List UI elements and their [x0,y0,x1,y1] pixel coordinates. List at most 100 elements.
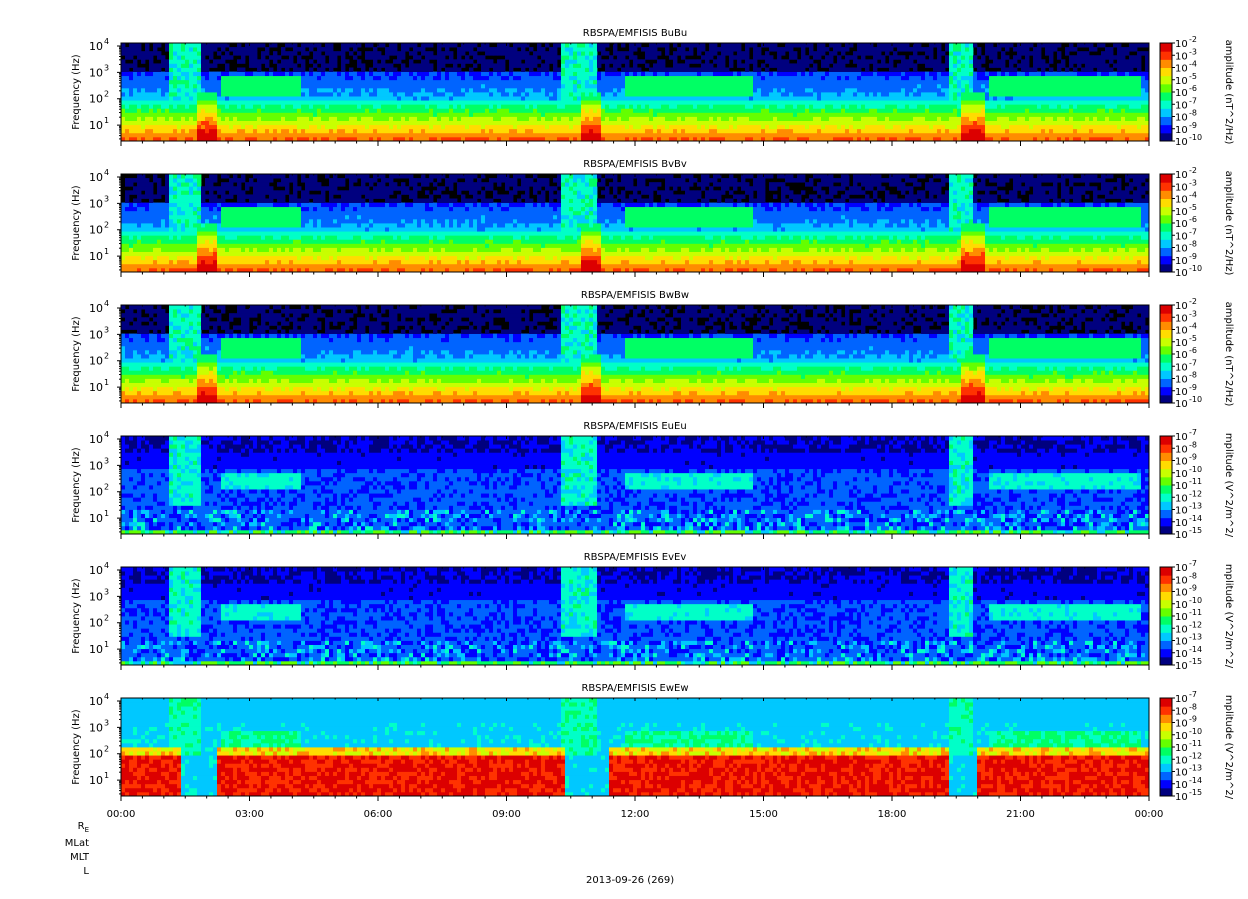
spectrogram-cell [521,128,526,134]
spectrogram-cell [805,100,810,105]
spectrogram-cell [733,136,738,142]
spectrogram-cell [925,132,930,138]
spectrogram-cell [553,124,558,130]
spectrogram-cell [1001,63,1006,68]
spectrogram-cell [805,120,810,126]
spectrogram-cell [977,67,982,72]
spectrogram-cell [185,63,190,68]
spectrogram-cell [357,96,362,101]
spectrogram-cell [449,112,454,117]
spectrogram-cell [337,92,342,97]
spectrogram-cell [489,116,494,121]
spectrogram-cell [1025,47,1030,52]
spectrogram-cell [881,43,886,48]
spectrogram-cell [133,71,138,77]
spectrogram-cell [865,75,870,81]
spectrogram-cell [737,136,742,142]
spectrogram-cell [417,108,422,113]
spectrogram-cell [917,132,922,138]
spectrogram-cell [453,108,458,113]
spectrogram-cell [421,124,426,130]
spectrogram-cell [681,79,686,85]
spectrogram-cell [1001,104,1006,109]
spectrogram-cell [193,136,198,142]
spectrogram-cell [569,108,574,113]
spectrogram-cell [261,92,266,97]
spectrogram-cell [133,83,138,89]
spectrogram-cell [1013,71,1018,77]
spectrogram-cell [593,51,598,56]
spectrogram-cell [289,63,294,68]
spectrogram-cell [1013,120,1018,126]
spectrogram-cell [333,71,338,77]
spectrogram-cell [537,79,542,85]
spectrogram-cell [349,51,354,56]
spectrogram-cell [405,47,410,52]
spectrogram-cell [273,71,278,77]
spectrogram-cell [809,100,814,105]
spectrogram-cell [797,96,802,101]
spectrogram-cell [181,108,186,113]
spectrogram-cell [933,112,938,117]
spectrogram-cell [705,59,710,64]
spectrogram-cell [425,132,430,138]
spectrogram-cell [273,75,278,81]
spectrogram-cell [589,83,594,89]
spectrogram-cell [573,43,578,48]
spectrogram-cell [805,55,810,60]
spectrogram-cell [553,59,558,64]
spectrogram-cell [513,112,518,117]
spectrogram-cell [257,136,262,142]
spectrogram-cell [885,75,890,81]
spectrogram-cell [477,112,482,117]
spectrogram-cell [837,108,842,113]
spectrogram-cell [765,51,770,56]
spectrogram-cell [769,92,774,97]
spectrogram-cell [557,87,562,93]
spectrogram-cell [917,55,922,60]
spectrogram-cell [449,124,454,130]
spectrogram-cell [937,92,942,97]
spectrogram-cell [769,104,774,109]
spectrogram-cell [805,83,810,89]
spectrogram-cell [745,104,750,109]
spectrogram-cell [613,47,618,52]
spectrogram-cell [777,83,782,89]
spectrogram-cell [385,47,390,52]
spectrogram-cell [221,104,226,109]
spectrogram-cell [717,100,722,105]
spectrogram-cell [369,116,374,121]
spectrogram-cell [849,96,854,101]
spectrogram-cell [1025,104,1030,109]
spectrogram-cell [861,83,866,89]
spectrogram-cell [745,55,750,60]
spectrogram-cell [533,51,538,56]
spectrogram-cell [833,116,838,121]
spectrogram-cell [133,92,138,97]
spectrogram-cell [277,132,282,138]
spectrogram-cell [521,51,526,56]
spectrogram-cell [1005,96,1010,101]
spectrogram-cell [541,83,546,89]
spectrogram-cell [317,136,322,142]
spectrogram-cell [281,100,286,105]
spectrogram-cell [677,124,682,130]
spectrogram-cell [1009,59,1014,64]
spectrogram-cell [705,67,710,72]
spectrogram-cell [553,71,558,77]
spectrogram-cell [773,124,778,130]
spectrogram-cell [353,116,358,121]
spectrogram-cell [905,79,910,85]
spectrogram-cell [1009,92,1014,97]
spectrogram-cell [197,124,202,130]
spectrogram-cell [253,79,258,85]
spectrogram-cell [393,96,398,101]
spectrogram-cell [937,104,942,109]
spectrogram-cell [269,79,274,85]
spectrogram-cell [769,132,774,138]
spectrogram-cell [865,83,870,89]
spectrogram-cell [929,128,934,134]
spectrogram-cell [929,87,934,93]
spectrogram-cell [665,120,670,126]
spectrogram-cell [569,104,574,109]
